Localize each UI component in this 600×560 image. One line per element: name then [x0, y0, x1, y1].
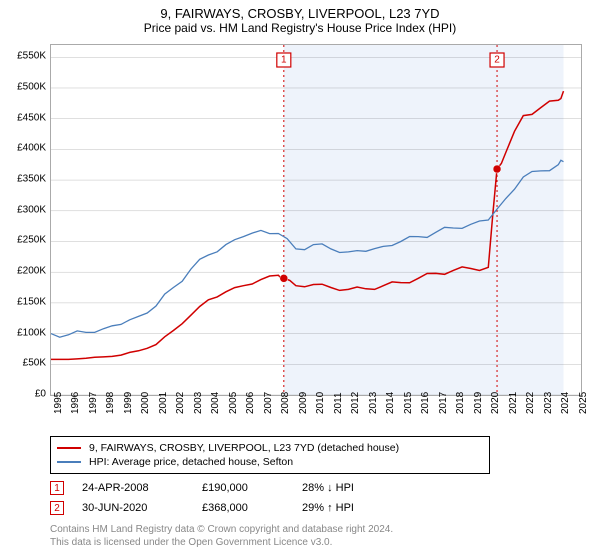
footer-line-1: Contains HM Land Registry data © Crown c…	[50, 524, 393, 537]
legend-swatch-hpi	[57, 461, 81, 463]
legend-label-property: 9, FAIRWAYS, CROSBY, LIVERPOOL, L23 7YD …	[89, 442, 399, 454]
marker-index-1: 1	[50, 481, 64, 495]
legend-item-property: 9, FAIRWAYS, CROSBY, LIVERPOOL, L23 7YD …	[57, 441, 483, 455]
marker-row-2: 2 30-JUN-2020 £368,000 29% ↑ HPI	[50, 498, 580, 518]
chart-plot-area: 12	[50, 44, 582, 396]
legend: 9, FAIRWAYS, CROSBY, LIVERPOOL, L23 7YD …	[50, 436, 490, 474]
marker-row-1: 1 24-APR-2008 £190,000 28% ↓ HPI	[50, 478, 580, 498]
marker-price-2: £368,000	[202, 502, 302, 514]
footer-line-2: This data is licensed under the Open Gov…	[50, 537, 393, 550]
marker-date-1: 24-APR-2008	[82, 482, 202, 494]
marker-index-2: 2	[50, 501, 64, 515]
marker-price-1: £190,000	[202, 482, 302, 494]
legend-item-hpi: HPI: Average price, detached house, Seft…	[57, 455, 483, 469]
svg-text:2: 2	[494, 55, 500, 66]
marker-diff-1: 28% ↓ HPI	[302, 482, 402, 494]
footer: Contains HM Land Registry data © Crown c…	[50, 524, 393, 549]
page-title: 9, FAIRWAYS, CROSBY, LIVERPOOL, L23 7YD	[0, 0, 600, 21]
chart-svg: 12	[51, 45, 581, 395]
page-subtitle: Price paid vs. HM Land Registry's House …	[0, 21, 600, 39]
marker-diff-2: 29% ↑ HPI	[302, 502, 402, 514]
marker-date-2: 30-JUN-2020	[82, 502, 202, 514]
y-axis-labels: £0£50K£100K£150K£200K£250K£300K£350K£400…	[0, 44, 48, 394]
svg-text:1: 1	[281, 55, 287, 66]
x-axis-labels: 1995199619971998199920002001200220032004…	[50, 396, 580, 430]
legend-label-hpi: HPI: Average price, detached house, Seft…	[89, 456, 293, 468]
legend-swatch-property	[57, 447, 81, 449]
marker-table: 1 24-APR-2008 £190,000 28% ↓ HPI 2 30-JU…	[50, 478, 580, 518]
